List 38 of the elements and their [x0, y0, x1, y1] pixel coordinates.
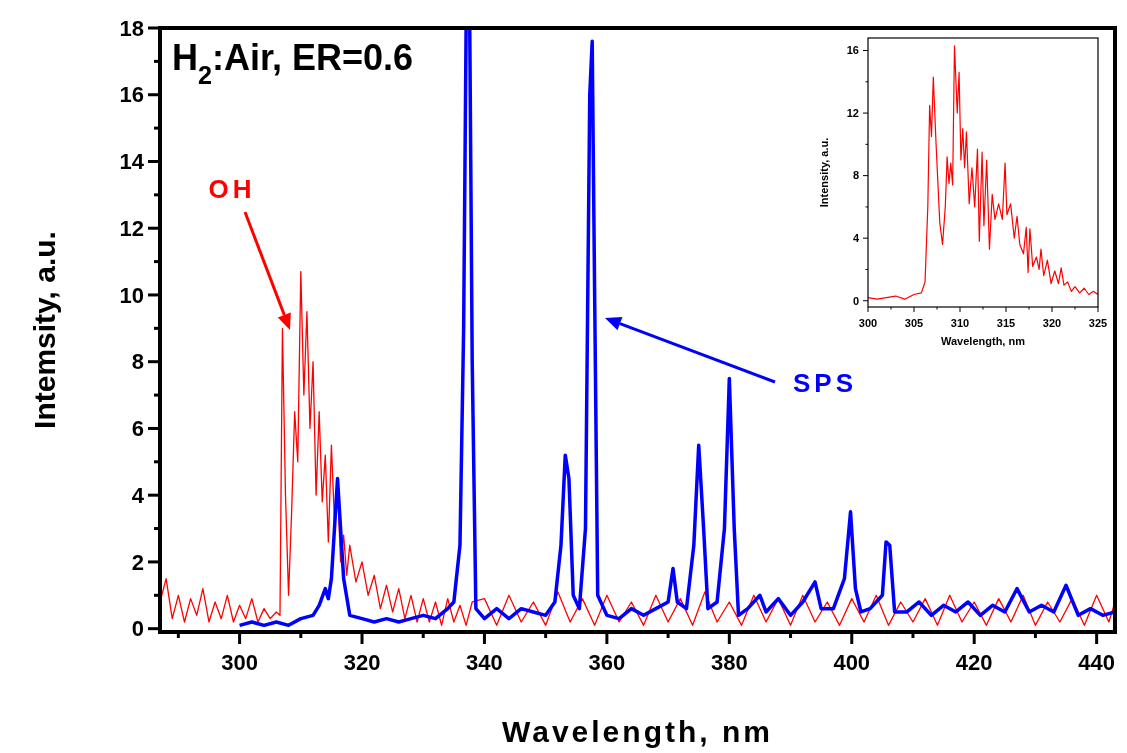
y-tick-label: 18 — [119, 15, 144, 41]
x-tick-label: 300 — [221, 650, 258, 675]
y-tick-label: 10 — [119, 282, 144, 308]
y-tick-label: 12 — [846, 106, 859, 119]
y-tick-label: 16 — [119, 82, 144, 108]
x-tick-label: 320 — [1042, 317, 1062, 329]
x-tick-label: 320 — [343, 650, 381, 675]
annotation: SPS — [792, 368, 858, 398]
x-tick-label: 400 — [833, 650, 871, 675]
y-tick-label: 2 — [131, 549, 144, 575]
y-tick-label: 4 — [131, 482, 145, 508]
line-series — [160, 270, 1115, 626]
x-tick-label: 380 — [710, 650, 748, 675]
x-tick-label: 325 — [1088, 317, 1108, 329]
y-tick-label: 12 — [119, 215, 144, 241]
x-tick-label: 440 — [1078, 650, 1115, 675]
x-tick-label: 305 — [904, 317, 924, 329]
y-axis-title: Intensity, a.u. — [818, 137, 830, 208]
y-tick-label: 8 — [852, 169, 859, 182]
y-tick-label: 14 — [119, 149, 145, 175]
y-tick-label: 8 — [131, 349, 144, 375]
x-tick-label: 340 — [466, 650, 503, 675]
x-tick-label: 315 — [996, 317, 1016, 329]
annotation: OH — [208, 174, 256, 204]
line-series — [868, 45, 1098, 300]
x-axis-title: Wavelength, nm — [502, 715, 773, 748]
x-tick-label: 360 — [588, 650, 626, 675]
y-tick-label: 16 — [846, 44, 859, 57]
y-tick-label: 6 — [131, 416, 144, 442]
y-tick-label: 4 — [852, 232, 860, 245]
y-tick-label: 0 — [131, 616, 144, 642]
x-axis-title: Wavelength, nm — [941, 335, 1026, 347]
x-tick-label: 310 — [950, 317, 970, 329]
x-tick-label: 300 — [858, 317, 878, 329]
x-tick-label: 420 — [955, 650, 993, 675]
y-tick-label: 0 — [852, 294, 859, 307]
annotation: H$_{2}$:Air, ER=0.6 — [172, 37, 414, 89]
y-axis-title: Intemsity, a.u. — [28, 231, 61, 429]
